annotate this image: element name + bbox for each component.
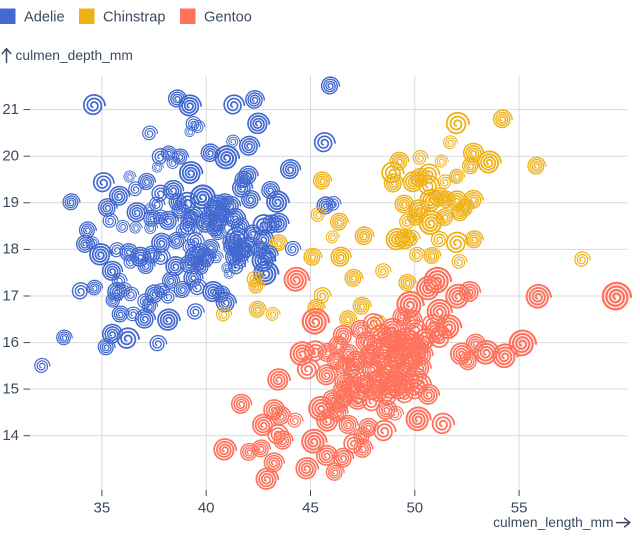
svg-text:Gentoo: Gentoo [204, 10, 252, 26]
svg-text:14: 14 [2, 427, 19, 444]
svg-text:45: 45 [302, 499, 319, 516]
svg-text:40: 40 [198, 499, 215, 516]
svg-text:Chinstrap: Chinstrap [103, 10, 165, 26]
svg-text:culmen_depth_mm: culmen_depth_mm [16, 48, 133, 63]
svg-text:18: 18 [2, 241, 19, 258]
svg-text:culmen_length_mm: culmen_length_mm [493, 515, 613, 530]
svg-text:20: 20 [2, 148, 19, 165]
svg-text:19: 19 [2, 194, 19, 211]
svg-text:50: 50 [406, 499, 423, 516]
svg-text:15: 15 [2, 380, 19, 397]
svg-text:17: 17 [2, 287, 19, 304]
svg-text:35: 35 [94, 499, 111, 516]
svg-text:16: 16 [2, 334, 19, 351]
svg-text:Adelie: Adelie [24, 10, 65, 26]
svg-text:21: 21 [2, 101, 19, 118]
svg-text:55: 55 [511, 499, 528, 516]
